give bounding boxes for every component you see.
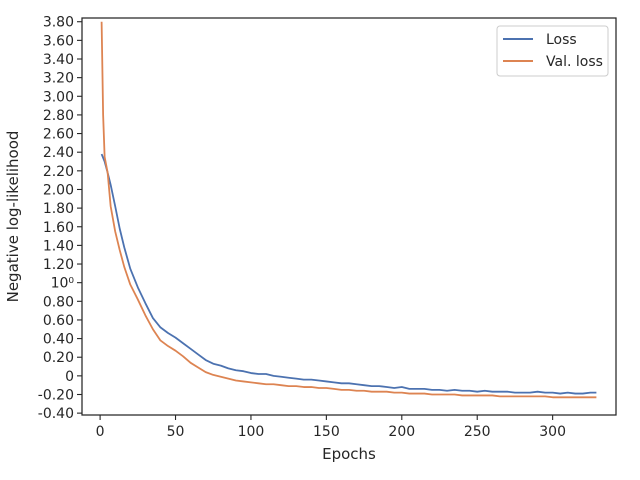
y-tick-label: 3.20	[43, 71, 74, 87]
series-line-loss	[100, 153, 597, 395]
y-tick-label: 3.60	[43, 33, 74, 49]
y-tick-label: 2.20	[43, 164, 74, 180]
x-tick-label: 200	[388, 424, 415, 440]
y-tick-label: 0.80	[43, 294, 74, 310]
y-axis-label: Negative log-likelihood	[4, 131, 22, 303]
y-tick-label: 1.80	[43, 201, 74, 217]
y-tick-label: 2.00	[43, 182, 74, 198]
x-axis-label: Epochs	[322, 445, 376, 463]
y-tick-label: 0.40	[43, 332, 74, 348]
y-tick-label: -0.40	[38, 406, 74, 422]
x-tick-label: 100	[238, 424, 265, 440]
y-tick-label: 3.40	[43, 52, 74, 68]
y-tick-label: 1.60	[43, 220, 74, 236]
legend-label-loss: Loss	[546, 32, 577, 48]
y-tick-label: 2.60	[43, 127, 74, 143]
y-tick-label: 2.80	[43, 108, 74, 124]
y-axis: -0.40 -0.20 0 0.20 0.40 0.60 0.80 10⁰ 1.20 1.40 1.…	[38, 15, 82, 422]
y-tick-label: 1.40	[43, 238, 74, 254]
y-tick-label: 2.40	[43, 145, 74, 161]
series-line-val-loss	[100, 21, 597, 399]
plot-area-frame	[81, 17, 617, 416]
x-tick-label: 250	[464, 424, 491, 440]
series-layer	[100, 21, 597, 399]
x-tick-label: 50	[167, 424, 185, 440]
y-tick-label: 0.20	[43, 350, 74, 366]
y-tick-label: 3.80	[43, 15, 74, 31]
x-tick-label: 0	[96, 424, 105, 440]
x-tick-label: 300	[539, 424, 566, 440]
y-tick-label: 3.00	[43, 89, 74, 105]
y-tick-label: 10⁰	[51, 276, 75, 292]
y-tick-label: 0	[65, 369, 74, 385]
legend-label-val-loss: Val. loss	[546, 54, 603, 70]
x-tick-label: 150	[313, 424, 340, 440]
x-axis: 0 50 100 150 200 250 300	[96, 415, 566, 440]
legend: Loss Val. loss	[496, 25, 609, 77]
y-tick-label: -0.20	[38, 387, 74, 403]
y-tick-label: 0.60	[43, 313, 74, 329]
y-tick-label: 1.20	[43, 257, 74, 273]
